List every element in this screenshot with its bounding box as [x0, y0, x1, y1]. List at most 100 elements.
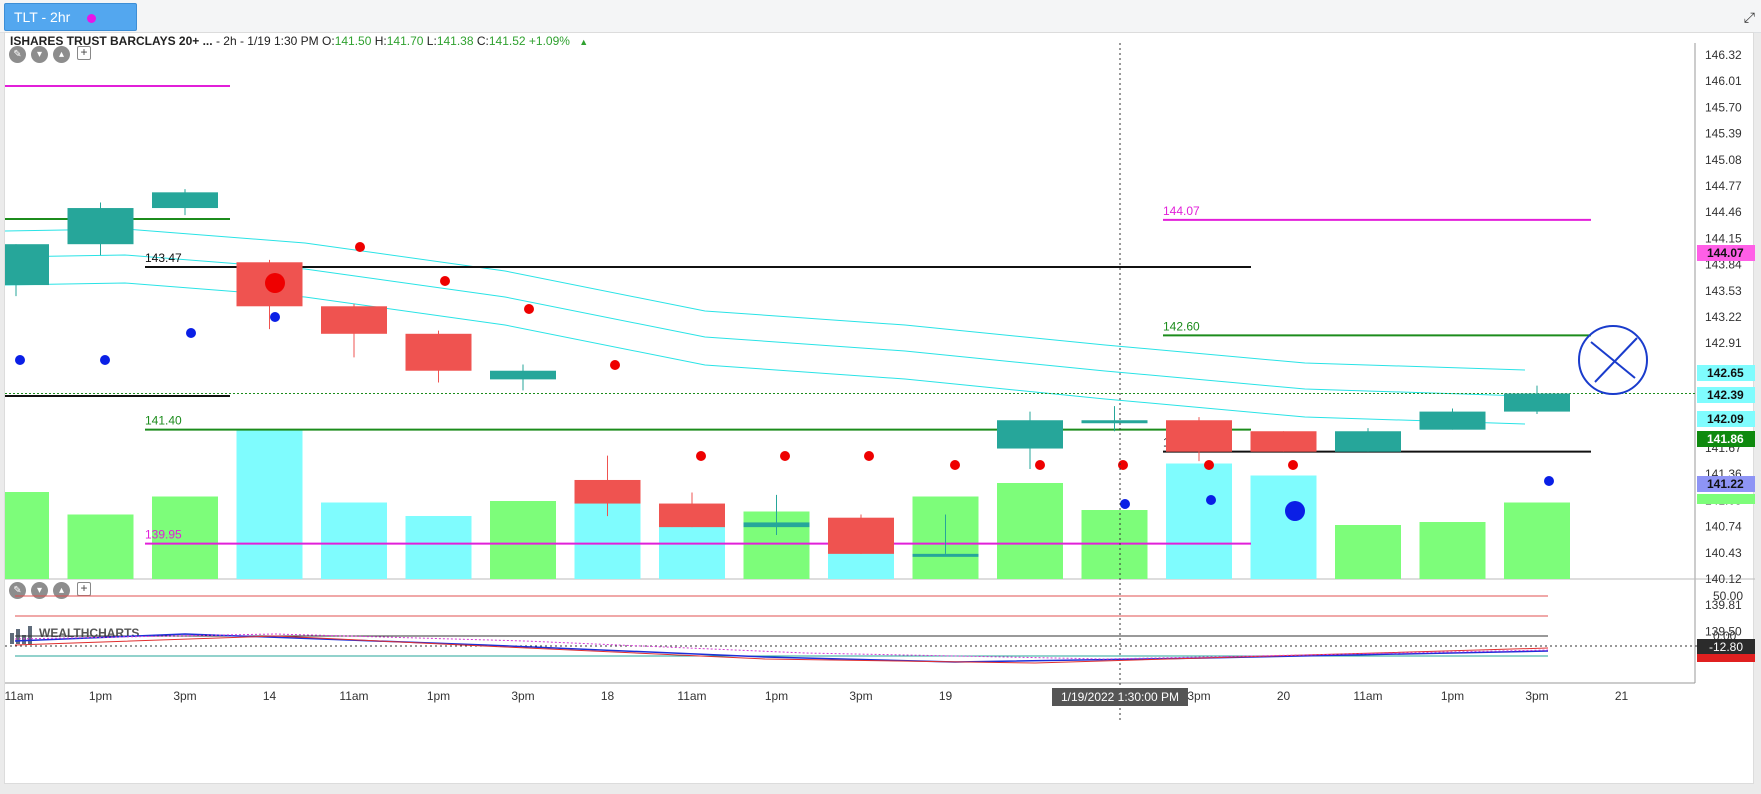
osc-value-tag — [1697, 639, 1755, 654]
symbol-name: ISHARES TRUST BARCLAYS 20+ ... — [10, 34, 213, 48]
add-study-icon[interactable]: + — [77, 46, 91, 60]
volume-bar — [67, 514, 134, 579]
time-tick-label: 3pm — [1187, 689, 1210, 703]
close-value: 141.52 — [488, 34, 526, 48]
level-label: 143.47 — [145, 251, 182, 265]
osc-value-label: -12.80 — [1709, 640, 1743, 654]
moving-average-line — [5, 228, 1526, 371]
price-tag — [1697, 245, 1755, 261]
signal-dot-blue — [1120, 499, 1130, 509]
volume-bar — [490, 501, 556, 579]
candle-body — [1419, 411, 1486, 430]
candle-body — [1250, 431, 1317, 452]
time-tick-label: 11am — [1353, 689, 1382, 703]
price-tick-label: 144.46 — [1705, 205, 1742, 219]
time-tick-label: 1pm — [89, 689, 112, 703]
price-tick-label: 143.53 — [1705, 284, 1742, 298]
time-tick-label: 18 — [601, 689, 615, 703]
candle-body — [490, 370, 556, 380]
price-chart[interactable]: 144.07143.47142.60141.40141.12139.95146.… — [5, 33, 1755, 785]
osc-signal-line — [14, 633, 1549, 660]
candle-body — [659, 503, 725, 528]
level-label: 142.60 — [1163, 319, 1200, 333]
candle-body — [828, 517, 894, 554]
level-label: 144.07 — [1163, 204, 1200, 218]
price-tag — [1697, 411, 1755, 427]
signal-dot-blue — [100, 355, 110, 365]
candle-body — [152, 192, 218, 209]
candle-body — [67, 208, 134, 245]
osc-tick-label: 50.00 — [1713, 589, 1743, 603]
price-tick-label: 139.81 — [1705, 598, 1742, 612]
low-label: L: — [426, 34, 437, 48]
price-tick-label: 143.84 — [1705, 258, 1742, 272]
volume-bar — [1419, 522, 1486, 579]
osc-pencil-icon[interactable]: ✎ — [9, 582, 26, 599]
candle-body — [912, 553, 979, 557]
crosshair-time-label: 1/19/2022 1:30:00 PM — [1061, 690, 1179, 704]
triangle-up-icon[interactable]: ▴ — [53, 46, 70, 63]
signal-dot-blue — [1206, 495, 1216, 505]
volume-bar — [1335, 525, 1401, 579]
price-tag — [1697, 387, 1755, 403]
tab-tlt-2hr[interactable]: TLT - 2hr — [4, 3, 137, 31]
osc-chevron-down-icon[interactable]: ▾ — [31, 582, 48, 599]
osc-red-line — [14, 635, 1549, 664]
candle-body — [321, 306, 387, 334]
signal-dot — [440, 276, 450, 286]
candle-body — [1081, 420, 1148, 424]
price-tag-label: 144.07 — [1707, 246, 1744, 260]
expand-icon[interactable]: ⤢ — [1743, 9, 1755, 25]
osc-triangle-up-icon[interactable]: ▴ — [53, 582, 70, 599]
price-tag-label: 142.65 — [1707, 366, 1744, 380]
volume-bar — [5, 492, 49, 579]
price-tag — [1697, 476, 1755, 492]
volume-bar — [236, 429, 303, 579]
tab-label: TLT - 2hr — [14, 9, 71, 25]
time-tick-label: 19 — [939, 689, 953, 703]
signal-dot — [610, 360, 620, 370]
price-tick-label: 143.22 — [1705, 310, 1742, 324]
volume-bar — [321, 502, 387, 579]
up-arrow-icon: ▲ — [579, 37, 589, 47]
signal-dot-blue — [15, 355, 25, 365]
pencil-icon[interactable]: ✎ — [9, 46, 26, 63]
signal-dot — [1288, 460, 1298, 470]
time-tick-label: 3pm — [849, 689, 872, 703]
price-tick-label: 145.08 — [1705, 153, 1742, 167]
chart-panel[interactable]: ISHARES TRUST BARCLAYS 20+ ... - 2h - 1/… — [4, 32, 1755, 785]
time-tick-label: 1pm — [427, 689, 450, 703]
time-tick-label: 3pm — [511, 689, 534, 703]
candle-body — [1504, 393, 1570, 412]
candle-body — [1166, 420, 1232, 452]
signal-dot — [950, 460, 960, 470]
price-tick-label: 139.50 — [1705, 624, 1742, 638]
time-tick-label: 1pm — [1441, 689, 1464, 703]
volume-bar — [997, 483, 1063, 579]
candle-body — [405, 333, 472, 371]
drawing-circle — [1578, 325, 1648, 395]
chevron-down-icon[interactable]: ▾ — [31, 46, 48, 63]
price-tag — [1697, 494, 1755, 504]
open-label: O: — [322, 34, 335, 48]
time-tick-label: 11am — [339, 689, 368, 703]
time-tick-label: 11am — [5, 689, 34, 703]
time-tick-label: 20 — [1277, 689, 1291, 703]
close-label: C: — [476, 34, 489, 48]
price-tick-label: 145.39 — [1705, 127, 1742, 141]
signal-dot-blue — [186, 328, 196, 338]
volume-bar — [1250, 475, 1317, 579]
open-value: 141.50 — [334, 34, 372, 48]
low-value: 141.38 — [436, 34, 474, 48]
price-tick-label: 140.43 — [1705, 546, 1742, 560]
price-tag-label: 141.22 — [1707, 477, 1744, 491]
signal-dot — [1204, 460, 1214, 470]
price-tick-label: 140.74 — [1705, 520, 1742, 534]
price-tick-label: 146.32 — [1705, 48, 1742, 62]
level-label: 139.95 — [145, 528, 182, 542]
time-tick-label: 3pm — [173, 689, 196, 703]
osc-add-study-icon[interactable]: + — [77, 582, 91, 596]
crosshair-time-tag — [1052, 688, 1188, 706]
moving-average-line — [5, 282, 1526, 425]
